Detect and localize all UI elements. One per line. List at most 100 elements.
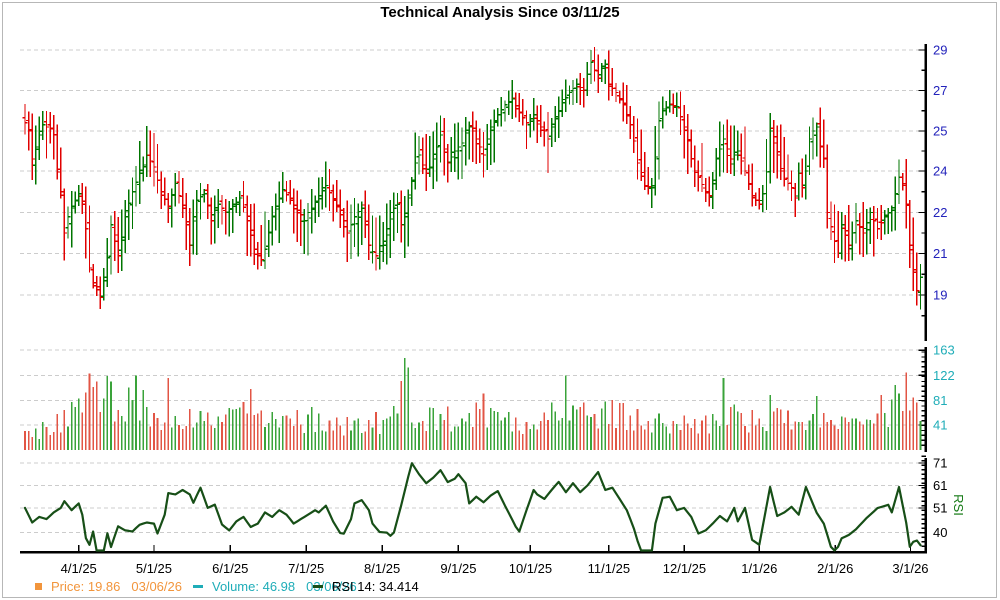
volume-bar	[812, 413, 814, 450]
volume-bar	[837, 429, 839, 450]
volume-bar	[285, 415, 288, 450]
ohlc-bar	[624, 85, 630, 125]
ohlc-bar	[885, 207, 891, 234]
ohlc-bar	[176, 170, 182, 204]
ohlc-bar	[713, 148, 720, 190]
ohlc-bar	[262, 211, 268, 270]
volume-bar	[49, 435, 51, 450]
ohlc-bar	[853, 202, 859, 244]
volume-bar	[260, 410, 263, 450]
ohlc-bar	[788, 170, 795, 201]
ohlc-bar	[401, 195, 408, 259]
ohlc-bar	[380, 222, 386, 263]
volume-bar	[63, 410, 66, 450]
ohlc-bar	[333, 179, 340, 212]
volume-bar	[468, 412, 470, 450]
ohlc-bar	[813, 122, 820, 157]
volume-bar	[715, 420, 718, 450]
ohlc-bar	[616, 90, 623, 104]
legend-volume-date: 03/06/26	[306, 579, 357, 594]
volume-bar	[42, 422, 44, 450]
ohlc-bar	[251, 203, 257, 265]
ohlc-bar	[527, 114, 533, 138]
volume-bar	[855, 418, 857, 450]
volume-bar	[446, 406, 449, 450]
volume-bar	[360, 433, 363, 450]
ohlc-bar	[502, 100, 508, 122]
ohlc-bar	[667, 89, 673, 113]
volume-bar	[160, 429, 162, 450]
volume-bar	[514, 417, 517, 450]
volume-bar	[550, 402, 553, 450]
ohlc-bar	[498, 96, 505, 127]
volume-bar	[489, 407, 492, 450]
volume-bar	[428, 407, 431, 450]
ohlc-bar	[656, 101, 662, 180]
ohlc-bar	[688, 129, 694, 168]
volume-bar	[865, 419, 868, 450]
chart-legend: Price: 19.86 03/06/26 Volume: 46.98 03/0…	[0, 579, 1000, 597]
rsi-axis-tick-label: 71	[933, 456, 947, 471]
volume-bar	[231, 409, 234, 450]
ohlc-bar	[90, 263, 96, 289]
volume-bar	[522, 433, 524, 450]
volume-bar	[128, 387, 130, 450]
ohlc-bar	[326, 168, 333, 212]
volume-bar	[672, 420, 675, 450]
rsi-line	[23, 462, 922, 552]
volume-bar	[916, 402, 918, 450]
volume-bar	[228, 408, 230, 450]
x-axis-month-label: 8/1/25	[364, 561, 400, 576]
ohlc-bar	[122, 200, 128, 254]
volume-bar	[772, 411, 775, 450]
volume-bar	[385, 418, 388, 450]
ohlc-bar	[222, 199, 229, 235]
volume-bar	[56, 414, 59, 450]
volume-bar	[461, 418, 463, 450]
volume-bar	[783, 423, 786, 450]
ohlc-bar	[720, 124, 727, 173]
ohlc-bar	[534, 105, 540, 143]
volume-bar	[203, 421, 205, 450]
ohlc-bar	[674, 92, 680, 117]
ohlc-bar	[58, 147, 64, 199]
ohlc-bar	[724, 119, 730, 174]
volume-bar	[45, 427, 48, 450]
ohlc-bar	[910, 217, 917, 292]
volume-bar	[572, 405, 574, 450]
ohlc-bar	[412, 132, 419, 190]
volume-bar	[99, 411, 102, 450]
volume-bar	[432, 408, 435, 450]
volume-bar	[342, 435, 345, 450]
ohlc-bar	[538, 104, 544, 137]
volume-bar	[679, 429, 682, 450]
volume-bar	[808, 420, 811, 450]
ohlc-bar	[22, 103, 28, 135]
volume-bar	[364, 431, 367, 450]
volume-bar	[24, 431, 26, 450]
ohlc-bar	[330, 184, 336, 222]
volume-bar	[34, 428, 37, 450]
ohlc-bar	[806, 126, 813, 176]
ohlc-bar	[774, 125, 780, 179]
ohlc-bar	[323, 161, 329, 208]
volume-bar	[52, 432, 55, 450]
x-axis-month-label: 9/1/25	[440, 561, 476, 576]
volume-bar	[858, 421, 861, 450]
volume-bar	[350, 430, 352, 450]
volume-bar	[138, 420, 141, 450]
volume-bar	[769, 394, 771, 450]
ohlc-bar	[699, 143, 705, 193]
volume-bar	[561, 417, 564, 450]
ohlc-bar	[595, 54, 601, 93]
ohlc-bar	[287, 179, 293, 205]
price-axis-tick-label: 25	[933, 124, 947, 139]
ohlc-bar	[348, 204, 354, 259]
ohlc-bar	[305, 202, 311, 256]
volume-bar	[70, 401, 73, 450]
volume-bar	[27, 431, 30, 450]
ohlc-bar	[409, 176, 415, 207]
ohlc-bar	[828, 201, 834, 240]
volume-bar	[543, 412, 546, 450]
axes	[20, 44, 927, 554]
